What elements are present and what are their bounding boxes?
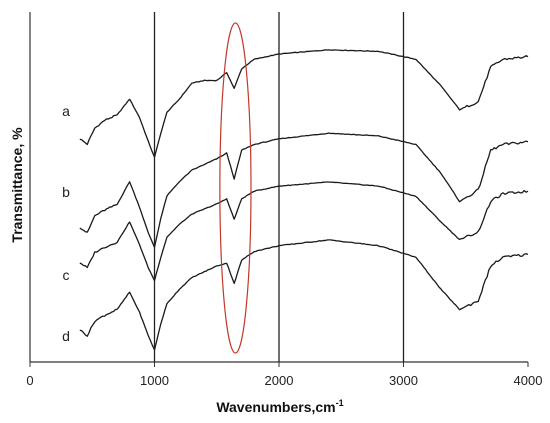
x-axis-label: Wavenumbers,cm-1 [216, 398, 343, 415]
x-axis-ticks: 0 1000 2000 3000 4000 [26, 362, 542, 388]
x-tick-label-4000: 4000 [514, 373, 543, 388]
curve-labels: a b c d [62, 103, 70, 344]
curve-label-b: b [62, 184, 70, 200]
x-tick-label-1000: 1000 [140, 373, 169, 388]
x-tick-label-2000: 2000 [265, 373, 294, 388]
series-line-b [79, 132, 529, 248]
series-line-c [79, 181, 529, 282]
curve-label-d: d [62, 328, 70, 344]
reference-lines [153, 12, 405, 362]
series-line-a [79, 49, 529, 158]
highlight-ellipse [219, 22, 252, 354]
x-tick-label-0: 0 [26, 373, 33, 388]
highlight-layer [219, 22, 252, 354]
series-group [79, 49, 529, 351]
y-axis-label: Transmittance, % [9, 127, 25, 243]
curve-label-a: a [62, 103, 70, 119]
series-line-d [79, 239, 529, 351]
curve-label-c: c [63, 267, 70, 283]
x-tick-label-3000: 3000 [389, 373, 418, 388]
